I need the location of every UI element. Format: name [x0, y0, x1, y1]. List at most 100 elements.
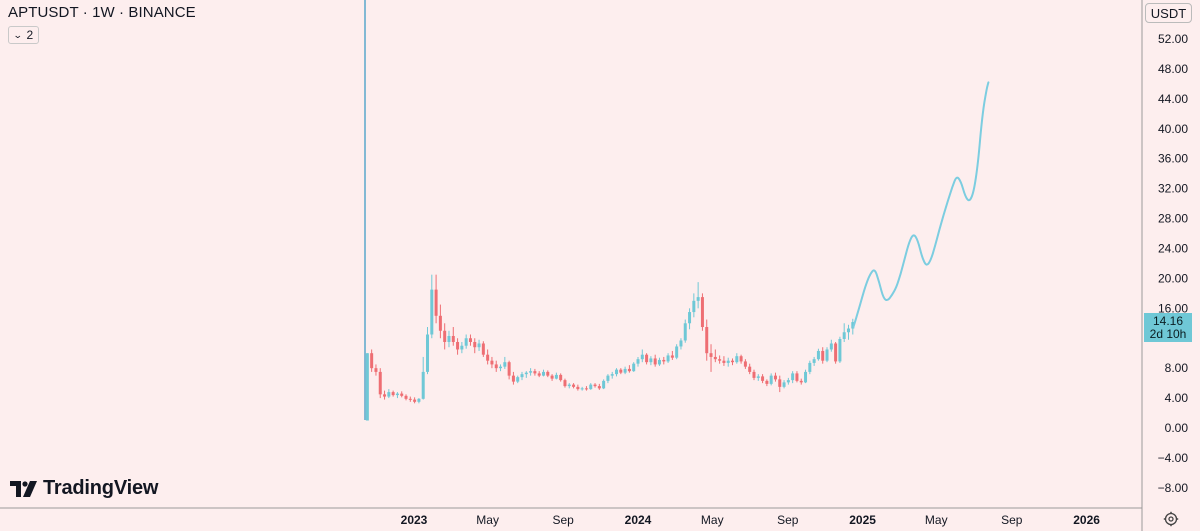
candle-body	[761, 376, 765, 381]
candle-body	[468, 338, 472, 342]
candle	[748, 363, 752, 375]
candle	[468, 334, 472, 346]
y-tick-label: 24.00	[1158, 241, 1188, 255]
candle-body	[516, 377, 520, 382]
candle	[413, 397, 417, 404]
x-tick-label: May	[701, 513, 724, 527]
candle-body	[679, 340, 683, 347]
candle	[460, 341, 464, 354]
candle-body	[675, 346, 679, 358]
candle-body	[365, 353, 369, 421]
candle	[541, 369, 545, 377]
candle	[584, 386, 588, 391]
y-tick-label: 40.00	[1158, 122, 1188, 136]
candle	[567, 383, 571, 389]
candle	[756, 374, 760, 381]
candle-body	[374, 368, 378, 372]
candle	[653, 354, 657, 367]
candle-body	[520, 374, 524, 378]
candle-body	[610, 374, 614, 376]
candle	[615, 368, 619, 377]
candle	[632, 362, 636, 372]
candle	[559, 373, 563, 382]
candle-body	[713, 356, 717, 360]
candle-body	[846, 328, 850, 333]
price-axis[interactable]: 52.00 48.00 44.00 40.00 36.00 32.00 28.00 24.00…	[1158, 32, 1189, 495]
candle-body	[804, 371, 808, 383]
candle	[688, 308, 692, 330]
candle-body	[533, 371, 537, 374]
candle-body	[443, 330, 447, 342]
candle	[670, 350, 674, 360]
settings-gear-icon[interactable]	[1163, 511, 1179, 527]
candle-body	[383, 394, 387, 397]
candle	[370, 349, 374, 372]
symbol-title[interactable]: APTUSDT · 1W · BINANCE	[8, 4, 196, 21]
candle-body	[653, 358, 657, 365]
candle	[627, 365, 631, 373]
candle-body	[731, 360, 735, 363]
candle	[593, 383, 597, 388]
candle	[821, 347, 825, 364]
candle-body	[589, 384, 593, 390]
candle-body	[408, 398, 412, 400]
candle	[576, 384, 580, 391]
candle-body	[657, 359, 661, 365]
candle	[589, 383, 593, 390]
candle-body	[477, 343, 481, 348]
candle	[606, 374, 610, 384]
candle	[705, 319, 709, 361]
candle-body	[597, 386, 601, 389]
candle	[722, 356, 726, 366]
x-tick-label: 2024	[625, 513, 652, 527]
candle-body	[503, 362, 507, 367]
candle-body	[417, 398, 421, 402]
candle	[404, 394, 408, 401]
candle	[511, 371, 515, 385]
candle	[791, 371, 795, 384]
candle-body	[541, 371, 545, 376]
candle	[537, 371, 541, 378]
candle-body	[537, 373, 541, 376]
candle	[838, 336, 842, 363]
candle-body	[769, 375, 773, 384]
candle-body	[799, 380, 803, 383]
time-axis[interactable]: 2023 May Sep 2024 May Sep 2025 May Sep 2026	[401, 513, 1101, 527]
candle	[602, 379, 606, 390]
candle-body	[529, 371, 533, 373]
candle	[812, 356, 816, 366]
y-tick-label: 48.00	[1158, 62, 1188, 76]
tradingview-logo-icon	[10, 480, 37, 497]
candle-body	[619, 369, 623, 373]
y-tick-label: 44.00	[1158, 92, 1188, 106]
candle-body	[700, 297, 704, 328]
candle-body	[550, 375, 554, 379]
candle	[700, 293, 704, 331]
candle	[683, 319, 687, 343]
candle-body	[481, 343, 485, 355]
candle	[713, 349, 717, 363]
candle	[731, 358, 735, 366]
candle-body	[499, 366, 503, 369]
candle	[572, 383, 576, 389]
x-tick-label: 2023	[401, 513, 428, 527]
tradingview-logo[interactable]: TradingView	[10, 477, 158, 500]
candle-body	[391, 392, 395, 396]
candle	[365, 353, 369, 421]
candle-body	[851, 322, 855, 329]
candle	[709, 344, 713, 372]
candle-body	[576, 386, 580, 390]
candle	[434, 274, 438, 324]
candle	[679, 338, 683, 350]
candle-body	[765, 380, 769, 384]
candle-body	[735, 356, 739, 363]
currency-selector[interactable]: USDT	[1145, 3, 1192, 23]
candle-body	[524, 372, 528, 375]
candle	[524, 371, 528, 378]
indicators-toggle[interactable]: ⌄ 2	[8, 26, 40, 44]
candle	[490, 356, 494, 369]
candle-body	[584, 388, 588, 390]
candle-body	[580, 388, 584, 390]
y-tick-label: 36.00	[1158, 152, 1188, 166]
